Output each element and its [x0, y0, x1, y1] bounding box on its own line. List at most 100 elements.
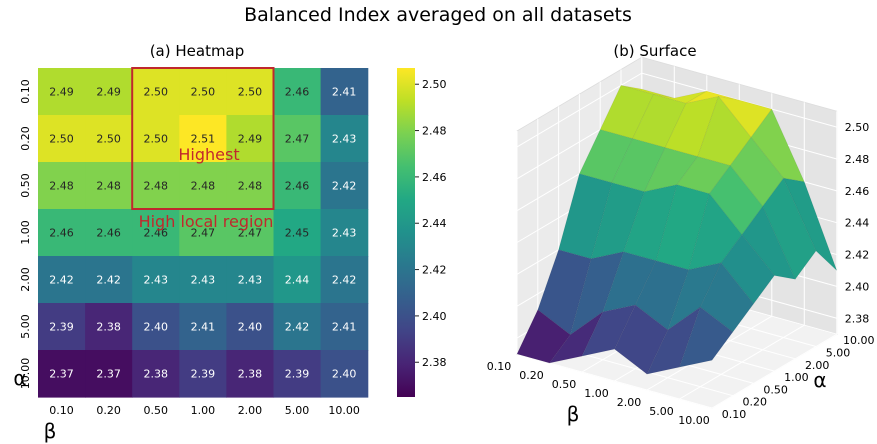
surface-z-tick-label: 2.38	[845, 312, 870, 325]
surface-y-tick-label: 0.10	[722, 408, 747, 421]
heatmap-x-ticks: 0.10 0.20 0.50 1.00 2.00 5.00 10.00	[49, 404, 360, 417]
surface-panel: (b) Surface 0.100.200.501.002.005.0010.0…	[487, 42, 875, 427]
heatmap-cell	[273, 350, 322, 398]
surface-title: (b) Surface	[613, 42, 696, 60]
surface-grid-line	[711, 333, 838, 409]
heatmap-cell-label: 2.46	[96, 227, 121, 240]
heatmap-y-axis-label: α	[13, 366, 26, 390]
heatmap-x-tick-label: 0.10	[49, 404, 74, 417]
heatmap-cell	[85, 350, 133, 398]
surface-x-tick-label: 5.00	[649, 405, 674, 418]
heatmap-y-tick-label: 0.10	[19, 79, 32, 104]
heatmap-cell	[38, 209, 86, 257]
heatmap-x-tick-label: 10.00	[328, 404, 360, 417]
heatmap-cell	[179, 256, 227, 304]
heatmap-cell	[132, 162, 180, 210]
heatmap-y-tick-label: 5.00	[19, 314, 32, 339]
colorbar-tick-label: 2.48	[422, 125, 447, 138]
heatmap-cell-label: 2.38	[238, 368, 263, 381]
surface-ticks: 0.100.200.501.002.005.0010.0010.005.002.…	[487, 121, 875, 427]
heatmap-panel: (a) Heatmap 2.49 2.49 2.50 2.50 2.50 2.46 2.41…	[13, 42, 446, 443]
heatmap-cell	[38, 68, 86, 116]
heatmap-cell-label: 2.47	[191, 227, 216, 240]
heatmap-cell	[320, 115, 369, 163]
heatmap-cell-label: 2.50	[144, 86, 169, 99]
heatmap-cell	[320, 256, 369, 304]
heatmap-cell-label: 2.45	[285, 227, 310, 240]
heatmap-x-tick-label: 2.00	[238, 404, 263, 417]
heatmap-cell	[38, 256, 86, 304]
heatmap-cell-labels: 2.49 2.49 2.50 2.50 2.50 2.46 2.41 2.50 2.50 2.50…	[49, 86, 356, 381]
heatmap-cell	[320, 303, 369, 351]
heatmap-cell	[38, 162, 86, 210]
heatmap-cell	[273, 256, 322, 304]
surface-mesh	[516, 84, 838, 375]
surface-x-tick-label: 10.00	[678, 414, 710, 427]
heatmap-cell-label: 2.49	[49, 86, 74, 99]
heatmap-cell	[179, 350, 227, 398]
heatmap-cell-label: 2.39	[285, 368, 310, 381]
heatmap-title: (a) Heatmap	[150, 42, 245, 60]
heatmap-cell	[85, 209, 133, 257]
heatmap-cell-label: 2.49	[96, 86, 121, 99]
heatmap-cell	[85, 303, 133, 351]
heatmap-cell	[38, 350, 86, 398]
heatmap-cell-label: 2.37	[96, 368, 121, 381]
heatmap-cell	[38, 303, 86, 351]
heatmap-y-tick-label: 10.00	[19, 358, 32, 390]
heatmap-cell	[85, 256, 133, 304]
heatmap-cell	[320, 350, 369, 398]
heatmap-cell	[226, 256, 275, 304]
heatmap-cell	[85, 162, 133, 210]
heatmap-cell-label: 2.43	[144, 274, 169, 287]
surface-z-tick-label: 2.44	[845, 217, 870, 230]
heatmap-cell-label: 2.40	[144, 321, 169, 334]
heatmap-cell-label: 2.42	[96, 274, 121, 287]
heatmap-cell	[226, 115, 275, 163]
heatmap-y-tick-label: 0.50	[19, 173, 32, 198]
colorbar: 2.50 2.48 2.46 2.44 2.42 2.40 2.38	[397, 68, 447, 397]
surface-y-tick-label: 5.00	[826, 347, 851, 360]
heatmap-cell-label: 2.43	[332, 133, 357, 146]
heatmap-cell-label: 2.46	[285, 180, 310, 193]
heatmap-cell	[226, 209, 275, 257]
heatmap-cell-label: 2.42	[332, 180, 357, 193]
surface-x-tick-label: 1.00	[584, 387, 609, 400]
heatmap-cell-label: 2.48	[96, 180, 121, 193]
heatmap-cell-label: 2.51	[191, 133, 216, 146]
surface-z-tick-label: 2.40	[845, 280, 870, 293]
heatmap-cell	[132, 115, 180, 163]
heatmap-cell	[179, 68, 227, 116]
heatmap-cell-label: 2.40	[238, 321, 263, 334]
heatmap-cell-label: 2.48	[191, 180, 216, 193]
heatmap-cell-label: 2.47	[285, 133, 310, 146]
heatmap-cell	[132, 350, 180, 398]
heatmap-cell	[179, 162, 227, 210]
heatmap-cell-label: 2.41	[332, 321, 357, 334]
heatmap-cell-label: 2.50	[238, 86, 263, 99]
heatmap-cell-label: 2.39	[49, 321, 74, 334]
high-region-annotation: High local region	[139, 212, 274, 231]
heatmap-cell-label: 2.46	[144, 227, 169, 240]
surface-x-tick-label: 2.00	[617, 396, 642, 409]
heatmap-cell-label: 2.46	[49, 227, 74, 240]
heatmap-cell-label: 2.49	[238, 133, 263, 146]
heatmap-cell-label: 2.42	[332, 274, 357, 287]
heatmap-cell-label: 2.41	[332, 86, 357, 99]
heatmap-cell	[320, 209, 369, 257]
surface-x-axis-label: β	[567, 402, 580, 426]
heatmap-cell	[132, 68, 180, 116]
heatmap-cell	[85, 68, 133, 116]
surface-y-tick-label: 2.00	[805, 359, 830, 372]
colorbar-tick-label: 2.40	[422, 310, 447, 323]
colorbar-tick-label: 2.42	[422, 264, 447, 277]
heatmap-cell	[273, 209, 322, 257]
highest-annotation: Highest	[178, 145, 239, 164]
heatmap-annotations: Highest High local region	[131, 67, 275, 231]
heatmap-cell-label: 2.48	[144, 180, 169, 193]
colorbar-tick-label: 2.46	[422, 171, 447, 184]
heatmap-cell-label: 2.50	[49, 133, 74, 146]
heatmap-cells	[38, 68, 369, 398]
heatmap-cell-label: 2.47	[238, 227, 263, 240]
surface-z-tick-label: 2.42	[845, 249, 870, 262]
